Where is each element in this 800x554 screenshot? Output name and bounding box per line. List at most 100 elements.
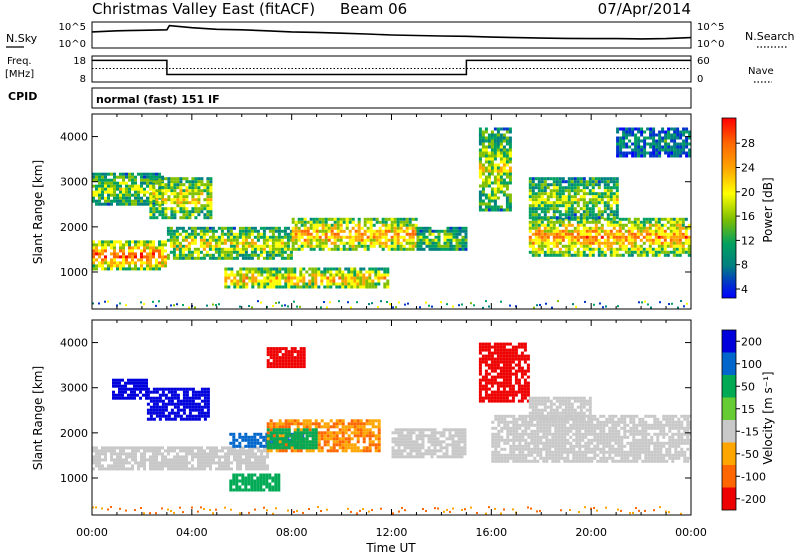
power-cell: [347, 282, 351, 286]
power-cell: [618, 229, 622, 233]
power-cell: [687, 253, 691, 257]
power-cell: [658, 145, 662, 149]
power-cell: [564, 216, 568, 220]
power-cell: [299, 305, 301, 308]
velocity-cell: [314, 446, 318, 450]
power-cell: [348, 220, 352, 224]
power-cell: [502, 193, 506, 197]
power-cell: [311, 270, 315, 274]
power-cell: [326, 306, 328, 309]
power-cell: [101, 184, 104, 188]
power-cell: [446, 229, 450, 233]
velocity-cell: [179, 455, 182, 459]
velocity-cell: [448, 431, 452, 435]
power-cell: [582, 220, 586, 224]
velocity-cell: [95, 452, 98, 456]
power-cell: [194, 192, 198, 196]
velocity-cell: [268, 482, 272, 486]
power-cell: [200, 180, 204, 184]
velocity-cell: [262, 444, 266, 448]
velocity-cell: [263, 467, 266, 471]
power-cell: [652, 130, 656, 134]
power-cell: [284, 285, 288, 289]
power-cell: [167, 180, 171, 184]
velocity-cell: [145, 396, 148, 400]
power-cell: [178, 241, 182, 245]
velocity-cell: [284, 356, 288, 360]
power-cell: [329, 301, 331, 304]
power-cell: [499, 145, 503, 149]
power-cell: [576, 177, 580, 181]
power-cell: [621, 226, 625, 230]
power-cell: [505, 184, 509, 188]
velocity-cell: [394, 449, 398, 453]
power-cell: [131, 178, 134, 182]
power-cell: [534, 229, 538, 233]
power-cell: [131, 172, 134, 176]
power-cell: [428, 229, 432, 233]
power-cell: [482, 306, 484, 309]
power-cell: [209, 216, 213, 220]
power-cell: [499, 175, 503, 179]
power-cell: [167, 189, 171, 193]
power-cell: [149, 177, 153, 181]
velocity-cell: [415, 443, 419, 447]
power-cell: [229, 247, 233, 251]
velocity-cell: [451, 440, 455, 444]
velocity-cell: [362, 437, 366, 441]
velocity-cell: [112, 384, 115, 388]
power-cell: [496, 139, 500, 143]
velocity-cell: [188, 411, 192, 415]
power-cell: [481, 187, 485, 191]
power-cell: [396, 226, 400, 230]
velocity-cell: [221, 464, 224, 468]
velocity-cell: [268, 476, 272, 480]
power-cell: [143, 175, 146, 179]
power-cell: [169, 229, 173, 233]
velocity-cell: [134, 458, 137, 462]
velocity-cell: [356, 434, 360, 438]
power-cell: [654, 238, 658, 242]
power-cell: [330, 235, 334, 239]
power-cell: [387, 226, 391, 230]
power-cell: [666, 220, 670, 224]
velocity-cell: [200, 387, 204, 391]
power-cell: [172, 232, 176, 236]
power-cell: [356, 282, 360, 286]
velocity-cell: [368, 437, 372, 441]
power-cell: [594, 180, 598, 184]
power-cell: [206, 198, 210, 202]
velocity-cell: [433, 443, 437, 447]
power-cell: [652, 145, 656, 149]
velocity-cell: [299, 350, 303, 354]
power-cell: [184, 253, 188, 257]
power-cell: [546, 183, 550, 187]
power-cell: [660, 223, 664, 227]
power-cell: [143, 172, 146, 176]
velocity-cell: [418, 449, 422, 453]
power-cell: [303, 238, 307, 242]
power-cell: [277, 232, 281, 236]
power-cell: [637, 142, 641, 146]
power-cell: [366, 238, 370, 242]
power-cell: [188, 306, 190, 309]
velocity-cell: [119, 446, 122, 450]
velocity-cell: [350, 422, 354, 426]
power-cell: [658, 148, 662, 152]
velocity-cell: [451, 434, 455, 438]
power-cell: [323, 276, 327, 280]
power-cell: [687, 235, 691, 239]
power-cell: [193, 232, 197, 236]
velocity-cell: [403, 428, 407, 432]
power-cell: [164, 177, 168, 181]
power-cell: [682, 139, 686, 143]
power-cell: [92, 246, 95, 250]
power-cell: [585, 213, 589, 217]
velocity-cell: [368, 419, 372, 423]
power-cell: [345, 220, 349, 224]
power-cell: [251, 279, 255, 283]
power-cell: [537, 253, 541, 257]
power-cell: [561, 186, 565, 190]
velocity-cell: [244, 435, 248, 439]
velocity-cell: [262, 482, 266, 486]
